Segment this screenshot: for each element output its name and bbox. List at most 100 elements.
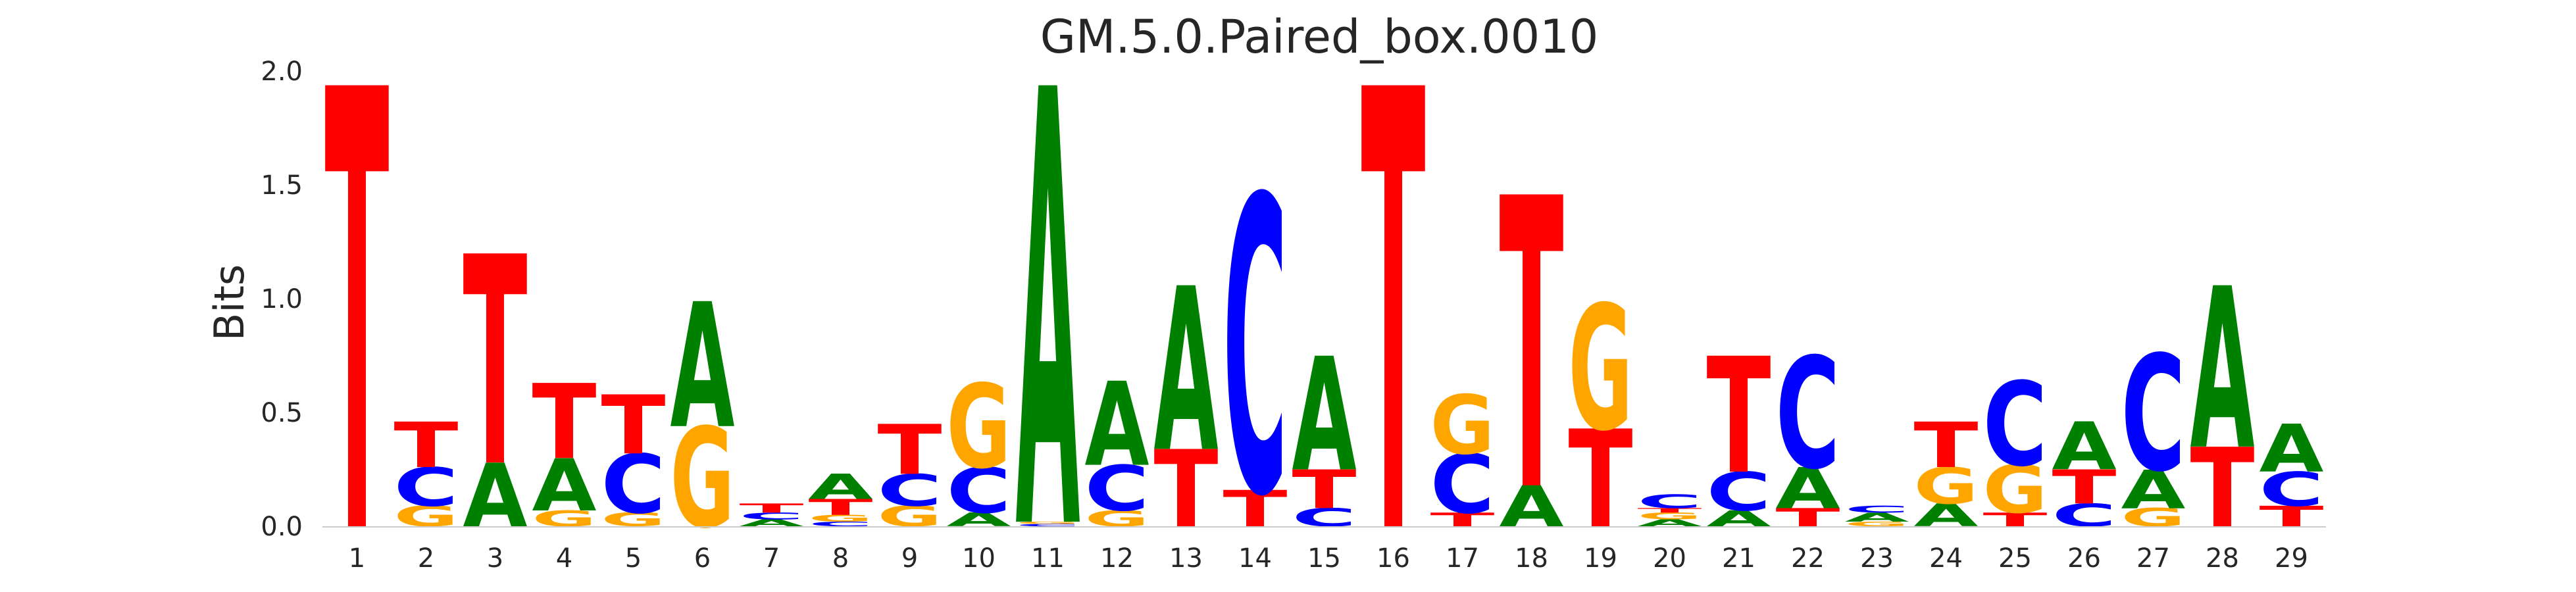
x-tick-label: 24 bbox=[1929, 543, 1963, 574]
logo-letter-t: T bbox=[740, 501, 804, 516]
logo-letter-c: C bbox=[878, 465, 942, 516]
logo-letter-t: T bbox=[532, 363, 597, 482]
x-tick-label: 27 bbox=[2136, 543, 2170, 574]
logo-letter-t: T bbox=[1707, 324, 1771, 509]
y-tick-label: 0.0 bbox=[261, 512, 303, 542]
logo-letter-g: G bbox=[809, 513, 873, 524]
x-tick-label: 16 bbox=[1376, 543, 1410, 574]
logo-letter-g: G bbox=[1845, 520, 1909, 528]
logo-letter-c: C bbox=[1707, 462, 1771, 524]
logo-letter-g: G bbox=[1569, 269, 1633, 468]
logo-letter-t: T bbox=[2052, 460, 2117, 515]
logo-letter-t: T bbox=[1154, 428, 1219, 552]
logo-letter-g: G bbox=[1983, 452, 2048, 528]
logo-letter-a: A bbox=[2121, 460, 2186, 521]
x-tick-label: 21 bbox=[1722, 543, 1755, 574]
x-tick-label: 11 bbox=[1031, 543, 1065, 574]
logo-letter-t: T bbox=[325, 0, 390, 592]
logo-letter-c: C bbox=[1845, 504, 1909, 514]
logo-letter-t: T bbox=[1361, 0, 1427, 592]
y-axis: 0.0 0.5 1.0 1.5 2.0 bbox=[261, 57, 303, 542]
logo-letter-c: C bbox=[740, 511, 804, 522]
logo-letter-g: G bbox=[878, 501, 942, 533]
x-tick-label: 28 bbox=[2206, 543, 2239, 574]
logo-letter-a: A bbox=[1292, 325, 1357, 506]
x-tick-label: 19 bbox=[1584, 543, 1617, 574]
y-tick-label: 0.5 bbox=[261, 398, 303, 428]
x-tick-label: 20 bbox=[1653, 543, 1686, 574]
logo-letter-c: C bbox=[2121, 323, 2186, 508]
logo-letter-t: T bbox=[394, 409, 459, 482]
logo-letter-a: A bbox=[2190, 241, 2255, 499]
logo-letter-c: C bbox=[394, 457, 459, 519]
x-tick-label: 14 bbox=[1238, 543, 1272, 574]
logo-letter-t: T bbox=[2190, 425, 2255, 553]
x-tick-label: 25 bbox=[1998, 543, 2032, 574]
logo-letter-a: A bbox=[1914, 497, 1979, 534]
x-tick-label: 3 bbox=[487, 543, 503, 574]
x-tick-label: 15 bbox=[1307, 543, 1341, 574]
logo-letter-a: A bbox=[1085, 358, 1149, 493]
logo-letter-a: A bbox=[2260, 410, 2324, 487]
x-tick-label: 18 bbox=[1515, 543, 1548, 574]
logo-letter-a: A bbox=[532, 443, 597, 527]
x-tick-label: 17 bbox=[1446, 543, 1479, 574]
logo-letter-a: A bbox=[2052, 408, 2117, 485]
chart-title: GM.5.0.Paired_box.0010 bbox=[1040, 10, 1599, 64]
logo-letter-a: A bbox=[463, 445, 528, 547]
logo-letter-a: A bbox=[670, 268, 735, 467]
logo-letter-a: A bbox=[1016, 0, 1081, 592]
logo-letter-c: C bbox=[601, 438, 666, 532]
logo-letter-t: T bbox=[809, 495, 873, 520]
x-tick-label: 2 bbox=[418, 543, 434, 574]
x-tick-label: 4 bbox=[556, 543, 572, 574]
logo-letter-c: C bbox=[1085, 453, 1149, 526]
logo-letter-t: T bbox=[601, 378, 666, 473]
x-tick-label: 29 bbox=[2275, 543, 2308, 574]
logo-letter-c: C bbox=[1638, 491, 1702, 512]
x-tick-label: 22 bbox=[1791, 543, 1825, 574]
logo-letter-c: C bbox=[2052, 497, 2117, 533]
x-tick-label: 12 bbox=[1100, 543, 1134, 574]
logo-letter-t: T bbox=[878, 410, 942, 490]
x-tick-label: 5 bbox=[625, 543, 642, 574]
logo-letter-g: G bbox=[947, 361, 1011, 495]
x-tick-label: 10 bbox=[962, 543, 996, 574]
logo-letter-a: A bbox=[809, 467, 873, 507]
logo-letter-g: G bbox=[1914, 457, 1979, 516]
logo-letter-c: C bbox=[947, 455, 1011, 528]
logo-letter-a: A bbox=[1638, 518, 1702, 529]
x-tick-label: 23 bbox=[1860, 543, 1894, 574]
logo-letter-c: C bbox=[2260, 463, 2324, 517]
logo-letter-a: A bbox=[1154, 240, 1219, 502]
x-tick-label: 7 bbox=[763, 543, 780, 574]
logo-letter-t: T bbox=[1500, 115, 1565, 580]
logo-letter-g: G bbox=[670, 399, 735, 559]
logo-letter-a: A bbox=[1500, 475, 1565, 540]
y-tick-label: 1.0 bbox=[261, 284, 303, 314]
logo-letter-c: C bbox=[1983, 357, 2048, 492]
logo-letter-g: G bbox=[1430, 378, 1495, 472]
x-tick-label: 8 bbox=[832, 543, 849, 574]
logo-letter-t: T bbox=[463, 197, 528, 531]
y-axis-label: Bits bbox=[205, 264, 253, 341]
logo-letter-c: C bbox=[1776, 325, 1840, 503]
logo-letter-c: C bbox=[1430, 438, 1495, 532]
x-tick-label: 6 bbox=[694, 543, 711, 574]
logo-letter-a: A bbox=[740, 518, 804, 529]
logo-letter-g: G bbox=[1016, 521, 1080, 524]
logo-letter-g: G bbox=[394, 501, 459, 533]
logo-letter-t: T bbox=[1292, 459, 1357, 520]
logo-letter-c: C bbox=[1016, 524, 1080, 528]
logo-letter-c: C bbox=[809, 520, 873, 528]
logo-letter-t: T bbox=[1569, 401, 1633, 558]
logo-letter-t: T bbox=[1638, 507, 1702, 514]
x-axis: 1 2 3 4 5 6 7 8 9 10 11 12 13 14 15 16 17 18 19 20 21 22 23 24 2… bbox=[349, 543, 2308, 574]
x-tick-label: 9 bbox=[901, 543, 918, 574]
x-tick-label: 26 bbox=[2067, 543, 2101, 574]
logo-letter-a: A bbox=[1845, 510, 1909, 525]
y-tick-label: 2.0 bbox=[261, 57, 303, 87]
x-tick-label: 1 bbox=[349, 543, 365, 574]
